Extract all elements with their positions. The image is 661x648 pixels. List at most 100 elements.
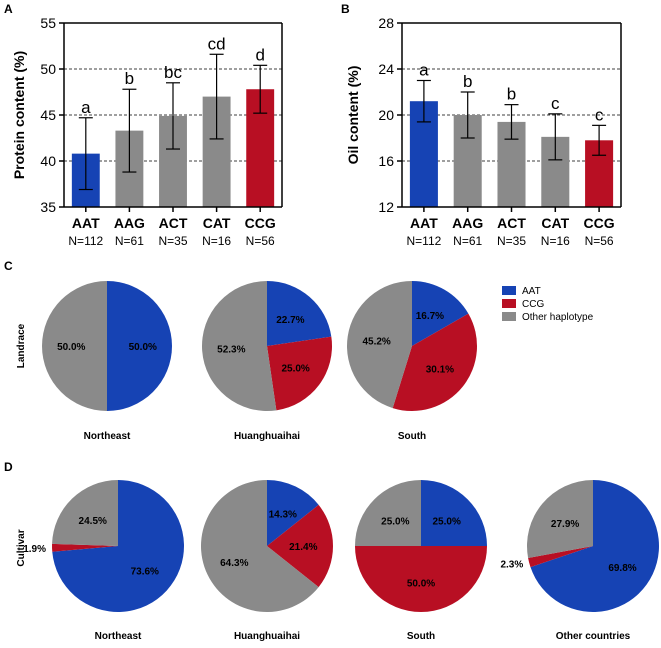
region-label: Northeast — [95, 631, 142, 642]
region-label: South — [407, 631, 435, 642]
region-label: South — [398, 431, 426, 442]
pie-slice-aat — [267, 281, 332, 346]
pie-slice-ccg — [267, 336, 332, 411]
legend-label: AAT — [522, 286, 541, 297]
sample-size-label: N=56 — [585, 234, 614, 248]
oil-bar-chart: a AAT N=112 b AAG N=61 b ACT N=35 c CAT N=16 c CCG N=5… — [345, 15, 622, 248]
pie-slice-ccg — [528, 546, 593, 568]
category-label: CCG — [584, 215, 615, 231]
y-tick-label: 45 — [40, 107, 56, 123]
sample-size-label: N=56 — [246, 234, 275, 248]
pie-slice-aat — [267, 480, 319, 546]
sample-size-label: N=35 — [158, 234, 187, 248]
pie-slice-other — [347, 281, 412, 409]
pie-slice-ccg — [355, 546, 487, 612]
slice-percent-label: 25.0% — [381, 516, 409, 527]
slice-percent-label: 27.9% — [551, 519, 579, 530]
significance-letter: b — [463, 72, 472, 91]
region-label: Northeast — [84, 431, 131, 442]
y-tick-label: 40 — [40, 153, 56, 169]
pie-slice-ccg — [51, 543, 118, 552]
panel-letter-a: A — [4, 2, 13, 16]
category-label: AAT — [410, 215, 438, 231]
legend-swatch-other — [502, 312, 516, 321]
significance-letter: b — [125, 69, 134, 88]
legend-label: Other haplotype — [522, 312, 594, 323]
protein-bar-chart: a AAT N=112 b AAG N=61 bc ACT N=35 cd CAT N=16 d CCG N… — [11, 15, 283, 248]
pie-slice-ccg — [392, 313, 477, 411]
significance-letter: bc — [164, 63, 182, 82]
category-label: ACT — [497, 215, 526, 231]
slice-percent-label: 52.3% — [217, 345, 245, 356]
y-tick-label: 12 — [378, 199, 394, 215]
panel-letter-c: C — [4, 259, 13, 273]
significance-letter: cd — [208, 34, 226, 53]
slice-percent-label: 16.7% — [416, 311, 444, 322]
slice-percent-label: 25.0% — [432, 516, 460, 527]
category-label: AAG — [114, 215, 145, 231]
y-tick-label: 20 — [378, 107, 394, 123]
pie-slice-aat — [52, 480, 184, 613]
category-label: AAT — [72, 215, 100, 231]
legend-swatch-aat — [502, 286, 516, 295]
slice-percent-label: 25.0% — [281, 363, 309, 374]
pie-slice-aat — [412, 281, 469, 346]
category-label: AAG — [452, 215, 483, 231]
pie-slice-other — [202, 281, 277, 411]
y-tick-label: 28 — [378, 15, 394, 31]
significance-letter: c — [551, 94, 560, 113]
slice-percent-label: 14.3% — [269, 509, 297, 520]
legend-label: CCG — [522, 299, 544, 310]
pie-slice-other — [52, 480, 119, 546]
pie-slice-aat — [107, 281, 172, 411]
pie-slice-other — [355, 480, 421, 546]
pie-slice-other — [527, 480, 593, 558]
region-label: Other countries — [556, 631, 631, 642]
category-label: CCG — [245, 215, 276, 231]
significance-letter: d — [255, 45, 264, 64]
slice-percent-label: 50.0% — [57, 342, 85, 353]
slice-percent-label: 45.2% — [362, 337, 390, 348]
significance-letter: a — [419, 61, 429, 80]
pie-slice-other — [42, 281, 107, 411]
sample-size-label: N=35 — [497, 234, 526, 248]
legend: AAT CCG Other haplotype — [502, 286, 594, 323]
y-axis-title: Oil content (%) — [345, 66, 361, 165]
y-tick-label: 24 — [378, 61, 394, 77]
pie-slice-aat — [421, 480, 487, 546]
row-label: Landrace — [16, 323, 27, 368]
significance-letter: b — [507, 85, 516, 104]
sample-size-label: N=61 — [453, 234, 482, 248]
slice-percent-label: 50.0% — [407, 578, 435, 589]
category-label: ACT — [159, 215, 188, 231]
slice-percent-label: 30.1% — [426, 364, 454, 375]
panel-letter-b: B — [341, 2, 350, 16]
slice-percent-label: 22.7% — [276, 315, 304, 326]
region-label: Huanghuaihai — [234, 631, 300, 642]
category-label: CAT — [203, 215, 231, 231]
pie-slice-ccg — [267, 504, 334, 588]
slice-percent-label: 24.5% — [79, 516, 107, 527]
slice-percent-label: 1.9% — [23, 544, 46, 555]
slice-percent-label: 73.6% — [131, 567, 159, 578]
landrace-pie-row: Landrace 50.0% 50.0% Northeast 22.7% 25.0% 52.… — [16, 281, 477, 442]
sample-size-label: N=16 — [202, 234, 231, 248]
slice-percent-label: 64.3% — [220, 558, 248, 569]
legend-swatch-ccg — [502, 299, 516, 308]
slice-percent-label: 21.4% — [289, 542, 317, 553]
cultivar-pie-row: Cultivar 73.6% 1.9% 24.5% Northeast 14.3% 21.4… — [16, 480, 659, 642]
sample-size-label: N=112 — [406, 234, 441, 248]
panel-letter-d: D — [4, 460, 13, 474]
slice-percent-label: 2.3% — [500, 560, 523, 571]
y-tick-label: 35 — [40, 199, 56, 215]
slice-percent-label: 69.8% — [608, 563, 636, 574]
sample-size-label: N=16 — [541, 234, 570, 248]
category-label: CAT — [541, 215, 569, 231]
row-label: Cultivar — [16, 529, 27, 566]
y-tick-label: 16 — [378, 153, 394, 169]
y-tick-label: 50 — [40, 61, 56, 77]
region-label: Huanghuaihai — [234, 431, 300, 442]
y-tick-label: 55 — [40, 15, 56, 31]
pie-slice-aat — [530, 480, 659, 612]
